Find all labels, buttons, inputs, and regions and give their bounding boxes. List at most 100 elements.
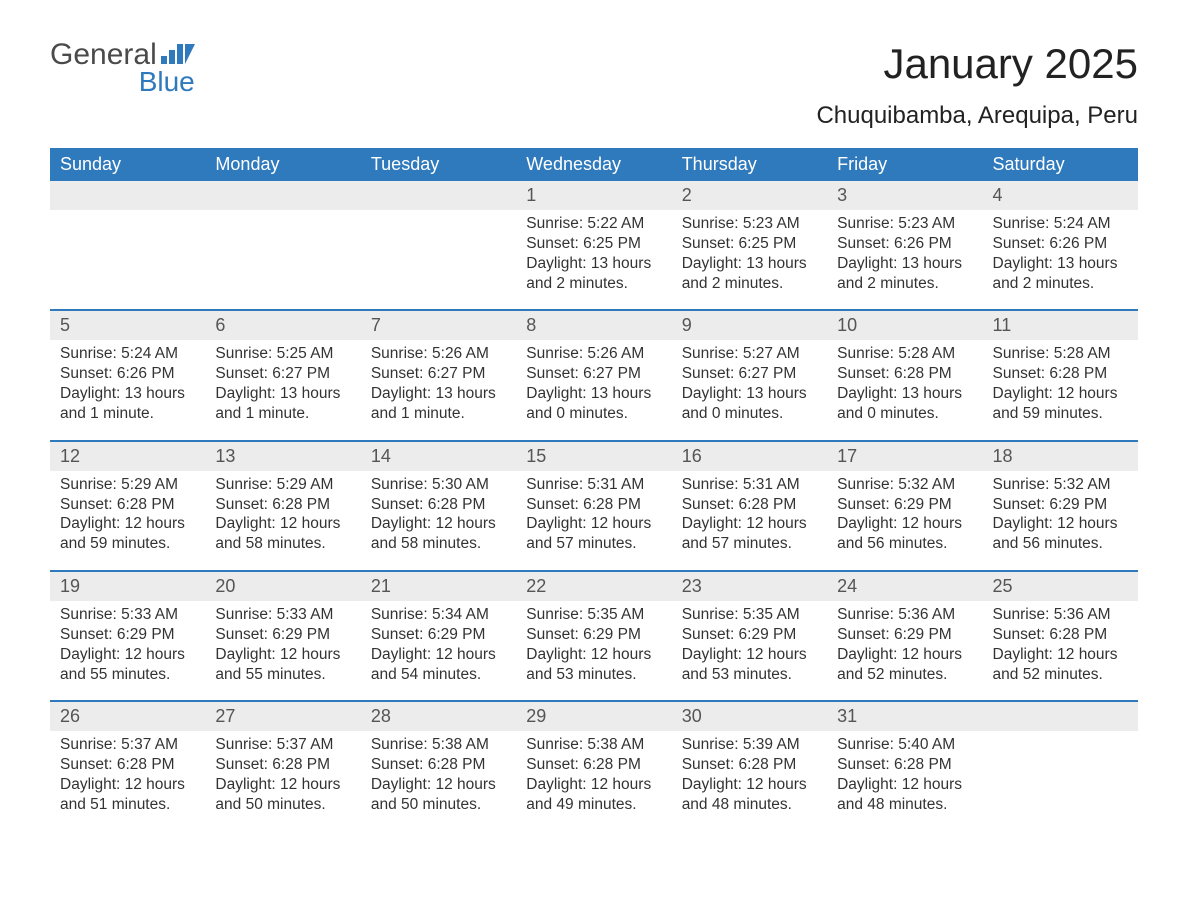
day-number: 16 bbox=[672, 442, 827, 471]
sunset-text: Sunset: 6:29 PM bbox=[526, 625, 661, 645]
sunrise-text: Sunrise: 5:32 AM bbox=[993, 475, 1128, 495]
day-body: Sunrise: 5:32 AMSunset: 6:29 PMDaylight:… bbox=[983, 471, 1138, 570]
sunrise-text: Sunrise: 5:26 AM bbox=[526, 344, 661, 364]
day-cell: 19Sunrise: 5:33 AMSunset: 6:29 PMDayligh… bbox=[50, 572, 205, 700]
day-cell bbox=[50, 181, 205, 309]
sunset-text: Sunset: 6:28 PM bbox=[837, 364, 972, 384]
day-number: 7 bbox=[361, 311, 516, 340]
sunrise-text: Sunrise: 5:34 AM bbox=[371, 605, 506, 625]
day-number: 3 bbox=[827, 181, 982, 210]
day-cell: 5Sunrise: 5:24 AMSunset: 6:26 PMDaylight… bbox=[50, 311, 205, 439]
daylight-text: Daylight: 12 hours and 59 minutes. bbox=[60, 514, 195, 554]
day-cell: 18Sunrise: 5:32 AMSunset: 6:29 PMDayligh… bbox=[983, 442, 1138, 570]
day-number: 20 bbox=[205, 572, 360, 601]
daylight-text: Daylight: 12 hours and 55 minutes. bbox=[60, 645, 195, 685]
day-cell: 4Sunrise: 5:24 AMSunset: 6:26 PMDaylight… bbox=[983, 181, 1138, 309]
day-cell bbox=[205, 181, 360, 309]
daylight-text: Daylight: 12 hours and 56 minutes. bbox=[993, 514, 1128, 554]
day-number: 25 bbox=[983, 572, 1138, 601]
page-title: January 2025 bbox=[883, 40, 1138, 88]
sunrise-text: Sunrise: 5:25 AM bbox=[215, 344, 350, 364]
sunrise-text: Sunrise: 5:38 AM bbox=[371, 735, 506, 755]
day-number: 5 bbox=[50, 311, 205, 340]
sunset-text: Sunset: 6:28 PM bbox=[993, 364, 1128, 384]
sunset-text: Sunset: 6:28 PM bbox=[993, 625, 1128, 645]
day-number: 19 bbox=[50, 572, 205, 601]
sunset-text: Sunset: 6:26 PM bbox=[837, 234, 972, 254]
day-cell: 12Sunrise: 5:29 AMSunset: 6:28 PMDayligh… bbox=[50, 442, 205, 570]
dow-wed: Wednesday bbox=[516, 148, 671, 181]
day-body: Sunrise: 5:26 AMSunset: 6:27 PMDaylight:… bbox=[361, 340, 516, 439]
dow-sat: Saturday bbox=[983, 148, 1138, 181]
daylight-text: Daylight: 13 hours and 2 minutes. bbox=[682, 254, 817, 294]
day-body: Sunrise: 5:31 AMSunset: 6:28 PMDaylight:… bbox=[516, 471, 671, 570]
day-body: Sunrise: 5:36 AMSunset: 6:28 PMDaylight:… bbox=[983, 601, 1138, 700]
sunset-text: Sunset: 6:29 PM bbox=[682, 625, 817, 645]
daylight-text: Daylight: 12 hours and 48 minutes. bbox=[682, 775, 817, 815]
week-row: 26Sunrise: 5:37 AMSunset: 6:28 PMDayligh… bbox=[50, 700, 1138, 830]
day-body: Sunrise: 5:35 AMSunset: 6:29 PMDaylight:… bbox=[672, 601, 827, 700]
day-cell: 22Sunrise: 5:35 AMSunset: 6:29 PMDayligh… bbox=[516, 572, 671, 700]
day-cell: 21Sunrise: 5:34 AMSunset: 6:29 PMDayligh… bbox=[361, 572, 516, 700]
sunset-text: Sunset: 6:29 PM bbox=[837, 625, 972, 645]
sunset-text: Sunset: 6:29 PM bbox=[371, 625, 506, 645]
week-row: 12Sunrise: 5:29 AMSunset: 6:28 PMDayligh… bbox=[50, 440, 1138, 570]
sunrise-text: Sunrise: 5:39 AM bbox=[682, 735, 817, 755]
day-body: Sunrise: 5:37 AMSunset: 6:28 PMDaylight:… bbox=[205, 731, 360, 830]
sunrise-text: Sunrise: 5:28 AM bbox=[837, 344, 972, 364]
day-cell: 14Sunrise: 5:30 AMSunset: 6:28 PMDayligh… bbox=[361, 442, 516, 570]
daylight-text: Daylight: 12 hours and 55 minutes. bbox=[215, 645, 350, 685]
sunset-text: Sunset: 6:27 PM bbox=[526, 364, 661, 384]
day-body: Sunrise: 5:29 AMSunset: 6:28 PMDaylight:… bbox=[205, 471, 360, 570]
daylight-text: Daylight: 13 hours and 1 minute. bbox=[371, 384, 506, 424]
week-row: 5Sunrise: 5:24 AMSunset: 6:26 PMDaylight… bbox=[50, 309, 1138, 439]
day-cell: 13Sunrise: 5:29 AMSunset: 6:28 PMDayligh… bbox=[205, 442, 360, 570]
daylight-text: Daylight: 12 hours and 58 minutes. bbox=[371, 514, 506, 554]
day-number: 4 bbox=[983, 181, 1138, 210]
day-number: 6 bbox=[205, 311, 360, 340]
sunset-text: Sunset: 6:29 PM bbox=[60, 625, 195, 645]
daylight-text: Daylight: 12 hours and 51 minutes. bbox=[60, 775, 195, 815]
day-body: Sunrise: 5:36 AMSunset: 6:29 PMDaylight:… bbox=[827, 601, 982, 700]
daylight-text: Daylight: 12 hours and 54 minutes. bbox=[371, 645, 506, 685]
day-cell: 28Sunrise: 5:38 AMSunset: 6:28 PMDayligh… bbox=[361, 702, 516, 830]
sunrise-text: Sunrise: 5:32 AM bbox=[837, 475, 972, 495]
day-body: Sunrise: 5:33 AMSunset: 6:29 PMDaylight:… bbox=[50, 601, 205, 700]
day-number bbox=[983, 702, 1138, 731]
daylight-text: Daylight: 12 hours and 49 minutes. bbox=[526, 775, 661, 815]
day-cell: 6Sunrise: 5:25 AMSunset: 6:27 PMDaylight… bbox=[205, 311, 360, 439]
sunrise-text: Sunrise: 5:24 AM bbox=[60, 344, 195, 364]
day-body: Sunrise: 5:39 AMSunset: 6:28 PMDaylight:… bbox=[672, 731, 827, 830]
sunset-text: Sunset: 6:29 PM bbox=[215, 625, 350, 645]
sunrise-text: Sunrise: 5:23 AM bbox=[837, 214, 972, 234]
day-body: Sunrise: 5:34 AMSunset: 6:29 PMDaylight:… bbox=[361, 601, 516, 700]
day-cell: 2Sunrise: 5:23 AMSunset: 6:25 PMDaylight… bbox=[672, 181, 827, 309]
daylight-text: Daylight: 12 hours and 58 minutes. bbox=[215, 514, 350, 554]
sunrise-text: Sunrise: 5:24 AM bbox=[993, 214, 1128, 234]
sunrise-text: Sunrise: 5:31 AM bbox=[682, 475, 817, 495]
day-body: Sunrise: 5:26 AMSunset: 6:27 PMDaylight:… bbox=[516, 340, 671, 439]
day-number: 30 bbox=[672, 702, 827, 731]
daylight-text: Daylight: 12 hours and 57 minutes. bbox=[682, 514, 817, 554]
day-number bbox=[361, 181, 516, 210]
sunrise-text: Sunrise: 5:36 AM bbox=[837, 605, 972, 625]
day-cell: 1Sunrise: 5:22 AMSunset: 6:25 PMDaylight… bbox=[516, 181, 671, 309]
day-number: 9 bbox=[672, 311, 827, 340]
day-body: Sunrise: 5:30 AMSunset: 6:28 PMDaylight:… bbox=[361, 471, 516, 570]
calendar: Sunday Monday Tuesday Wednesday Thursday… bbox=[50, 148, 1138, 831]
days-of-week-header: Sunday Monday Tuesday Wednesday Thursday… bbox=[50, 148, 1138, 181]
sunset-text: Sunset: 6:28 PM bbox=[60, 755, 195, 775]
day-body: Sunrise: 5:38 AMSunset: 6:28 PMDaylight:… bbox=[361, 731, 516, 830]
day-number: 2 bbox=[672, 181, 827, 210]
dow-tue: Tuesday bbox=[361, 148, 516, 181]
day-cell: 25Sunrise: 5:36 AMSunset: 6:28 PMDayligh… bbox=[983, 572, 1138, 700]
day-cell bbox=[361, 181, 516, 309]
day-cell: 29Sunrise: 5:38 AMSunset: 6:28 PMDayligh… bbox=[516, 702, 671, 830]
day-number: 29 bbox=[516, 702, 671, 731]
sunrise-text: Sunrise: 5:29 AM bbox=[60, 475, 195, 495]
sunrise-text: Sunrise: 5:40 AM bbox=[837, 735, 972, 755]
weeks-container: 1Sunrise: 5:22 AMSunset: 6:25 PMDaylight… bbox=[50, 181, 1138, 831]
day-cell: 11Sunrise: 5:28 AMSunset: 6:28 PMDayligh… bbox=[983, 311, 1138, 439]
day-number: 26 bbox=[50, 702, 205, 731]
sunset-text: Sunset: 6:28 PM bbox=[682, 755, 817, 775]
